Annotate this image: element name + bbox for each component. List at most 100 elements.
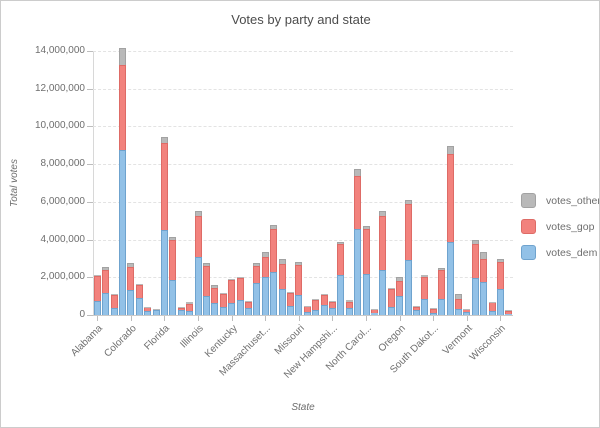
bar-segment-votes_other-Hawaii [177,306,185,308]
bar-segment-votes_dem-North Carolina [362,273,370,315]
bar-segment-votes_other-California [118,47,126,66]
bar-segment-votes_dem-Kentucky [228,303,236,315]
bar-segment-votes_dem-Delaware [144,310,152,315]
bar-segment-votes_gop-Wisconsin [496,262,504,289]
bar-segment-votes_dem-California [118,149,126,315]
bar-segment-votes_other-District of Columbia [152,308,160,310]
bar-segment-votes_gop-Missouri [295,264,303,295]
gridline-14,000,000 [93,51,513,52]
bar-segment-votes_dem-Maine [244,308,252,315]
bar-segment-votes_other-Michigan [270,224,278,230]
legend-swatch-votes_dem [521,245,536,260]
y-axis-tick-label: 4,000,000 [40,233,86,245]
bar-segment-votes_gop-South Carolina [421,277,429,299]
bar-segment-votes_gop-Delaware [144,307,152,311]
y-axis-tick [87,201,93,203]
bar-segment-votes_other-Pennsylvania [404,199,412,204]
bar-segment-votes_other-Kansas [219,292,227,295]
bar-segment-votes_other-North Carolina [362,225,370,230]
bar-segment-votes_dem-Mississippi [286,305,294,315]
bar-segment-votes_other-Idaho [186,302,194,304]
bar-segment-votes_other-Virginia [471,239,479,245]
bar-segment-votes_gop-New Jersey [337,244,345,275]
bar-segment-votes_gop-Massachusetts [261,256,269,278]
bar-segment-votes_dem-Wyoming [505,313,513,315]
x-axis-title: State [291,402,315,413]
bar-segment-votes_other-Missouri [295,262,303,265]
bar-segment-votes_gop-Connecticut [135,285,143,299]
legend-swatch-votes_other [521,193,536,208]
bar-segment-votes_gop-Georgia [169,240,177,280]
bar-segment-votes_gop-North Carolina [362,229,370,274]
bar-segment-votes_dem-Illinois [194,256,202,315]
bar-segment-votes_gop-Indiana [202,266,210,296]
legend-label-votes_dem: votes_dem [546,246,598,259]
y-axis-tick [87,51,93,52]
bar-segment-votes_other-Washington [480,252,488,260]
bar-segment-votes_gop-Arizona [102,269,110,294]
gridline-4,000,000 [93,239,513,241]
bar-segment-votes_dem-West Virginia [488,311,496,315]
bar-segment-votes_dem-Wisconsin [496,288,504,315]
bar-segment-votes_dem-Louisiana [236,300,244,315]
bar-segment-votes_gop-North Dakota [370,309,378,314]
legend-item-votes_gop: votes_gop [521,219,599,234]
bar-segment-votes_dem-Iowa [211,302,219,315]
bar-segment-votes_other-Oregon [396,277,404,282]
bar-segment-votes_dem-New Hampshire [328,308,336,315]
bar-segment-votes_gop-Ohio [379,216,387,270]
y-axis-tick-label: 12,000,000 [34,82,85,94]
bar-segment-votes_gop-Washington [480,259,488,283]
legend-label-votes_other: votes_other [546,194,600,207]
bar-segment-votes_other-Alabama [93,274,101,277]
bar-segment-votes_gop-Maine [244,301,252,309]
bar-segment-votes_dem-Washington [480,282,488,315]
bar-segment-votes_other-Mississippi [286,292,294,293]
bar-segment-votes_dem-New Mexico [345,307,353,315]
bar-segment-votes_gop-New York [354,175,362,230]
x-axis-tick [164,316,166,321]
bar-segment-votes_other-Montana [303,305,311,307]
y-axis-tick-label: 10,000,000 [34,120,85,132]
bar-segment-votes_other-Utah [454,293,462,300]
x-axis-tick [97,316,99,321]
bar-segment-votes_other-Maine [244,300,252,302]
y-axis-tick [87,88,93,90]
bar-segment-votes_gop-Maryland [253,265,261,284]
bar-segment-votes_dem-Utah [454,309,462,315]
bar-segment-votes_other-Indiana [202,263,210,267]
bar-segment-votes_other-Nevada [320,293,328,296]
bar-segment-votes_dem-Colorado [127,289,135,315]
bar-segment-votes_other-North Dakota [370,308,378,310]
legend: votes_other votes_gop votes_dem [521,193,600,271]
bar-segment-votes_dem-Indiana [202,295,210,315]
bar-segment-votes_gop-Arkansas [110,294,118,308]
y-axis-tick-label: 6,000,000 [40,195,86,207]
gridline-6,000,000 [93,201,513,203]
bar-segment-votes_gop-Utah [454,299,462,310]
bar-segment-votes_gop-Iowa [211,287,219,303]
bar-segment-votes_dem-South Carolina [421,298,429,315]
bar-segment-votes_gop-Virginia [471,244,479,278]
bar-segment-votes_gop-California [118,65,126,150]
gridline-8,000,000 [93,164,513,166]
y-axis-tick-label: 14,000,000 [34,45,85,56]
bar-segment-votes_dem-Georgia [169,279,177,315]
bar-segment-votes_other-Wyoming [505,310,513,311]
bar-segment-votes_gop-Louisiana [236,278,244,301]
x-axis-tick-label: Wisconsin [468,323,509,364]
legend-item-votes_other: votes_other [521,193,600,208]
y-axis-tick [87,239,93,241]
bar-segment-votes_other-Maryland [253,262,261,266]
bar-segment-votes_dem-South Dakota [429,312,437,315]
y-axis-tick-label: 2,000,000 [40,271,86,283]
x-axis-tick [466,316,468,321]
bar-segment-votes_other-Delaware [144,306,152,308]
bar-segment-votes_dem-Oklahoma [387,307,395,315]
bar-segment-votes_other-Wisconsin [496,258,504,263]
bar-segment-votes_other-New Jersey [337,241,345,245]
bar-segment-votes_dem-Michigan [270,272,278,315]
legend-swatch-votes_gop [521,219,536,234]
bar-segment-votes_gop-Texas [446,153,454,242]
